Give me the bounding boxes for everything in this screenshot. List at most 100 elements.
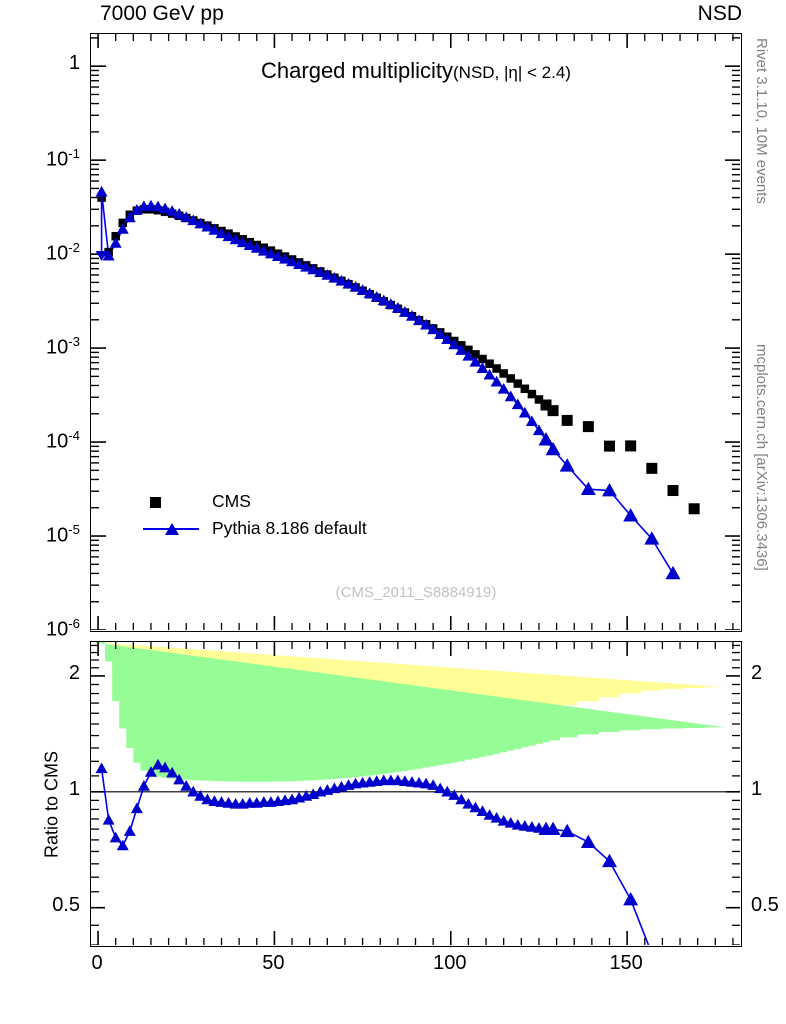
- pythia-data-point: [441, 333, 454, 344]
- pythia-data-point: [95, 185, 108, 197]
- pythia-data-point: [215, 227, 228, 239]
- ratio-plot-svg: [91, 642, 740, 945]
- pythia-data-point: [201, 220, 214, 232]
- ratio-data-point: [525, 821, 538, 832]
- x-tick-label: 50: [262, 952, 285, 974]
- cms-data-point: [547, 405, 559, 417]
- ratio-data-point: [623, 892, 639, 906]
- legend-label-cms: CMS: [212, 491, 251, 511]
- cms-data-point: [688, 503, 700, 515]
- pythia-data-point: [497, 382, 510, 394]
- pythia-data-point: [335, 274, 348, 286]
- cms-data-point: [527, 389, 537, 399]
- pythia-data-point: [427, 323, 440, 335]
- pythia-data-point: [370, 290, 383, 302]
- pythia-data-point: [462, 349, 475, 361]
- cms-data-point: [471, 350, 480, 359]
- pythia-data-point: [398, 306, 411, 317]
- pythia-data-point: [665, 565, 681, 580]
- ratio-data-point: [476, 805, 489, 816]
- pythia-data-point: [644, 531, 660, 545]
- ratio-data-point: [545, 821, 561, 835]
- pythia-data-point: [342, 277, 355, 289]
- legend-label-pythia: Pythia 8.186 default: [212, 518, 367, 538]
- header-beam-info: 7000 GeV pp: [100, 2, 224, 25]
- ratio-data-point: [166, 766, 179, 778]
- legend-item-cms[interactable]: CMS: [148, 488, 367, 515]
- main-y-tick-label: 1: [68, 52, 80, 75]
- main-plot-svg: [91, 34, 740, 630]
- pythia-data-point: [293, 258, 306, 269]
- ratio-data-point: [580, 834, 596, 849]
- pythia-data-point: [490, 375, 503, 387]
- ratio-data-point: [504, 816, 517, 828]
- ratio-data-point: [130, 802, 143, 814]
- x-tick-label: 0: [91, 952, 103, 974]
- pythia-data-point: [455, 344, 468, 355]
- pythia-data-point: [194, 217, 207, 229]
- ratio-data-point: [102, 813, 115, 825]
- pythia-data-point: [307, 263, 320, 275]
- pythia-data-point: [328, 272, 341, 283]
- ratio-data-point: [483, 809, 496, 820]
- cms-data-point: [582, 421, 594, 433]
- pythia-data-point: [187, 214, 200, 226]
- pythia-data-point: [476, 362, 489, 373]
- cms-data-point: [646, 462, 658, 474]
- pythia-data-point: [250, 242, 263, 253]
- cms-data-point: [506, 374, 515, 383]
- ratio-axis-title: Ratio to CMS: [41, 750, 62, 859]
- pythia-data-point: [271, 250, 284, 262]
- ratio-data-point: [469, 801, 482, 813]
- pythia-data-point: [413, 314, 426, 326]
- ratio-data-point: [173, 773, 186, 785]
- pythia-data-point: [363, 287, 376, 299]
- x-tick-label: 100: [433, 952, 467, 974]
- main-y-tick-label: 10-4: [46, 428, 80, 453]
- pythia-data-point: [321, 269, 334, 280]
- cms-data-point: [478, 354, 487, 364]
- ratio-data-point: [180, 780, 193, 791]
- ratio-plot-panel: [90, 641, 742, 947]
- ratio-y-tick-label-left: 1: [68, 777, 80, 800]
- pythia-data-point: [222, 230, 235, 242]
- pythia-data-point: [448, 338, 461, 350]
- pythia-data-point: [159, 202, 172, 214]
- ratio-data-point: [462, 797, 475, 809]
- pythia-data-point: [420, 318, 433, 330]
- pythia-data-point: [349, 280, 362, 292]
- ratio-data-point: [601, 853, 617, 868]
- pythia-data-point: [377, 294, 390, 306]
- pythia-data-point: [208, 224, 221, 235]
- ratio-data-point: [159, 761, 172, 773]
- square-marker-icon: [148, 492, 204, 512]
- ratio-y-tick-label-right: 2: [751, 661, 763, 684]
- main-plot-panel: [90, 33, 742, 632]
- pythia-data-point: [518, 406, 531, 418]
- ratio-data-point: [455, 793, 468, 805]
- pythia-data-point: [264, 247, 277, 259]
- ratio-data-point: [123, 825, 136, 836]
- cms-data-point: [561, 414, 573, 426]
- ratio-data-point: [434, 782, 447, 794]
- pythia-data-point: [229, 233, 242, 245]
- legend-item-pythia[interactable]: Pythia 8.186 default: [143, 515, 367, 542]
- main-y-tick-label: 10-2: [46, 240, 80, 265]
- pythia-data-point: [623, 508, 639, 522]
- main-y-tick-label: 10-1: [46, 146, 80, 171]
- pythia-data-point: [236, 236, 249, 248]
- pythia-data-point: [166, 205, 179, 216]
- ratio-data-point: [137, 780, 150, 791]
- ratio-data-point: [441, 785, 454, 797]
- ratio-data-point: [152, 758, 165, 770]
- main-y-tick-label: 10-6: [46, 616, 80, 641]
- pythia-data-point: [123, 211, 136, 223]
- pythia-data-point: [525, 415, 538, 427]
- pythia-data-point: [278, 252, 291, 264]
- ratio-data-point: [427, 779, 440, 790]
- rivet-version-caption: Rivet 3.1.10, 10M events: [753, 38, 770, 204]
- pythia-data-point: [434, 328, 447, 340]
- cms-data-point: [540, 399, 552, 411]
- pythia-data-point: [173, 208, 186, 219]
- ratio-data-point: [215, 796, 228, 807]
